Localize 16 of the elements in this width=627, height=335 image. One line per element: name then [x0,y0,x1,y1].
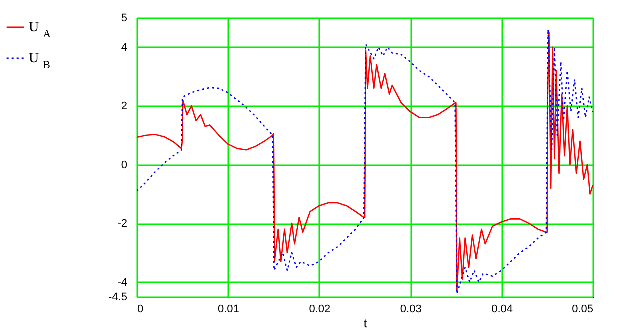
x-tick-label: 0.04 [492,304,514,316]
x-axis-title: t [364,316,368,330]
legend-label: U$_{A}$ [29,20,52,40]
y-tick-label: 2 [121,100,128,113]
y-tick-label: 0 [121,159,128,172]
x-tick-label: 0 [138,304,144,316]
x-tick-label: 0.02 [309,304,331,316]
x-tick-label: 0.01 [218,304,240,316]
y-tick-label: -4.5 [108,292,128,304]
y-tick-label: 4 [121,42,128,54]
legend-label: U$_{B}$ [29,52,50,72]
x-tick-label: 0.03 [400,304,422,316]
y-tick-label: -2 [118,218,128,230]
y-tick-label: -4 [118,276,128,289]
x-tick-label: 0.05 [572,304,594,316]
y-tick-label: 5 [121,12,128,24]
